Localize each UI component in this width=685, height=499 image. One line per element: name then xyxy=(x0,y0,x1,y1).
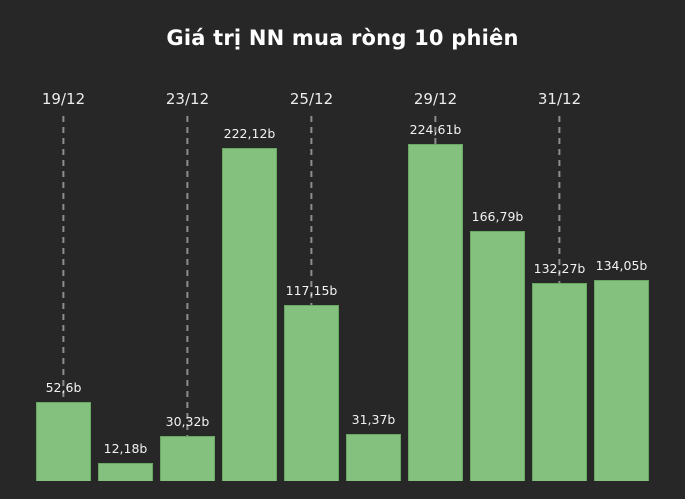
date-guide: 25/12 xyxy=(290,90,333,481)
bar-column: 224,61b xyxy=(408,122,463,481)
chart-title: Giá trị NN mua ròng 10 phiên xyxy=(166,26,519,50)
bar xyxy=(532,283,587,481)
bar xyxy=(470,231,525,481)
bar xyxy=(408,144,463,481)
date-tick-label: 25/12 xyxy=(289,90,334,108)
bar-value-label: 30,32b xyxy=(165,414,210,429)
date-tick-label: 29/12 xyxy=(413,90,458,108)
dashed-guide-line xyxy=(310,116,313,481)
bar-column: 166,79b xyxy=(470,209,525,481)
bar-value-label: 12,18b xyxy=(103,441,148,456)
bar-value-label: 134,05b xyxy=(595,258,648,273)
bar-column: 12,18b xyxy=(98,441,153,481)
bar-column: 132,27b xyxy=(532,261,587,481)
bar xyxy=(160,436,215,481)
bar-value-label: 224,61b xyxy=(409,122,462,137)
bar-column: 31,37b xyxy=(346,412,401,481)
date-tick-label: 19/12 xyxy=(41,90,86,108)
bar-column: 52,6b xyxy=(36,380,91,481)
bar-column: 30,32b xyxy=(160,414,215,481)
date-guide: 23/12 xyxy=(166,90,209,481)
bar xyxy=(284,305,339,481)
bar-value-label: 52,6b xyxy=(45,380,82,395)
date-guide: 19/12 xyxy=(42,90,85,481)
bar-value-label: 31,37b xyxy=(351,412,396,427)
bar-value-label: 222,12b xyxy=(223,126,276,141)
bar-value-label: 166,79b xyxy=(471,209,524,224)
bar xyxy=(36,402,91,481)
bar xyxy=(594,280,649,481)
dashed-guide-line xyxy=(62,116,65,481)
bar-column: 117,15b xyxy=(284,283,339,481)
bar xyxy=(98,463,153,481)
bar-column: 134,05b xyxy=(594,258,649,481)
bar-value-label: 132,27b xyxy=(533,261,586,276)
bar xyxy=(222,148,277,481)
date-tick-label: 31/12 xyxy=(537,90,582,108)
bar-value-label: 117,15b xyxy=(285,283,338,298)
date-tick-label: 23/12 xyxy=(165,90,210,108)
dashed-guide-line xyxy=(186,116,189,481)
bar-column: 222,12b xyxy=(222,126,277,481)
bar-plot: 52,6b 12,18b 30,32b 222,12b 117,15b 31,37b 224… xyxy=(36,122,649,481)
bar xyxy=(346,434,401,481)
